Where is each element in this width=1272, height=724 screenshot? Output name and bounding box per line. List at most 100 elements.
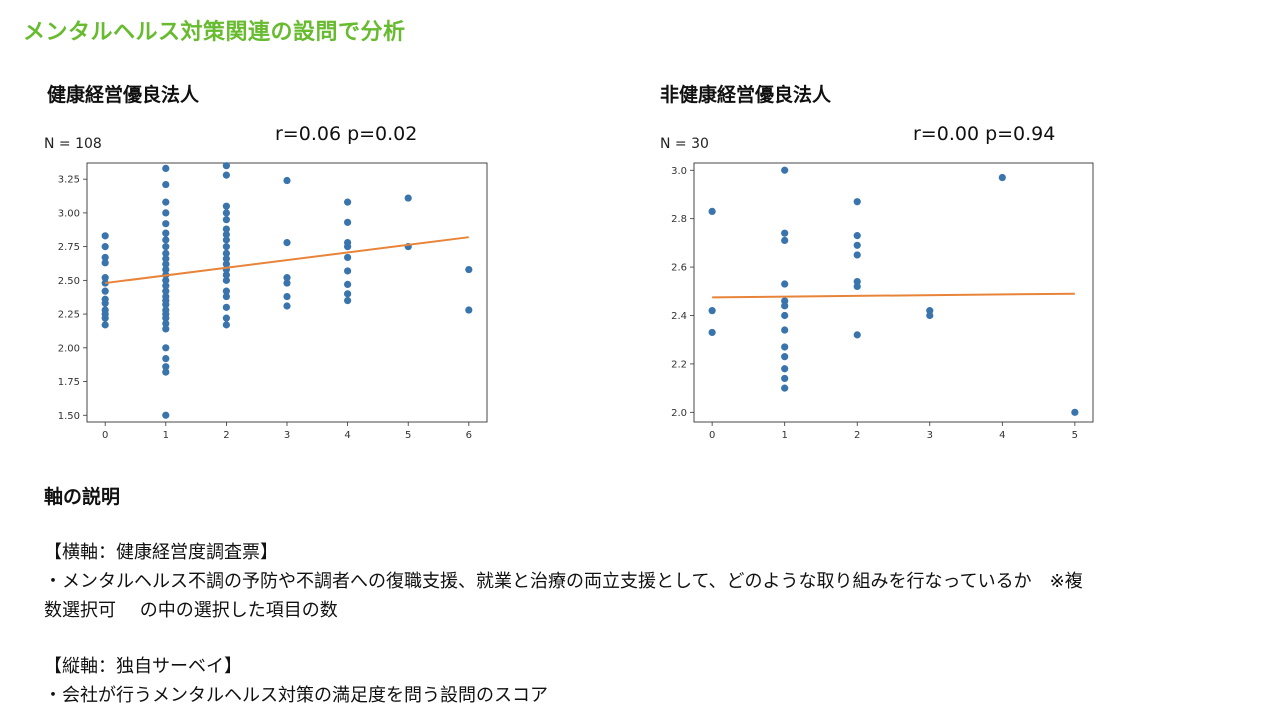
scatter-point [101,232,109,240]
scatter-point [853,198,861,206]
scatter-point [344,267,352,275]
plot-frame [693,162,1094,423]
scatter-point [1071,408,1079,416]
scatter-point [222,209,230,217]
scatter-point [222,236,230,244]
y-tick-label: 3.00 [58,208,80,219]
chart-title-non-certified: 非健康経営優良法人 [660,84,832,106]
scatter-point [853,331,861,339]
axis-explanation-heading: 軸の説明 [44,486,121,508]
scatter-point [162,354,170,363]
scatter-point [708,207,716,216]
scatter-point [222,171,230,179]
scatter-point [162,249,170,257]
scatter-point [781,280,789,288]
scatter-point [708,328,716,337]
regression-line [712,292,1075,299]
x-tick-label: 3 [284,430,290,441]
scatter-point [781,374,789,383]
scatter-point [162,319,170,328]
scatter-point [344,243,352,251]
scatter-point [781,236,789,245]
y-axis-description: ・会社が行うメンタルヘルス対策の満足度を問う設問のスコア [44,685,548,706]
scatter-point [781,343,789,351]
y-tick-label: 1.50 [58,411,80,422]
scatter-point [781,365,789,373]
scatter-point [162,236,170,244]
scatter-point [162,282,170,290]
scatter-point [344,198,352,206]
scatter-point [344,280,352,289]
scatter-point [781,353,789,361]
scatter-point [344,290,352,298]
x-tick-label: 2 [223,430,229,441]
y-tick-label: 3.0 [671,166,687,177]
scatter-point [162,325,170,333]
x-axis-description-line1: ・メンタルヘルス不調の予防や不調者への復職支援、就業と治療の両立支援として、どの… [44,571,1083,592]
scatter-point [162,301,170,309]
scatter-point [222,314,230,322]
x-tick-label: 1 [781,430,787,441]
scatter-point [101,287,109,295]
scatter-point [222,287,230,295]
x-tick-label: 1 [163,430,169,441]
scatter-point [162,276,170,284]
scatter-point [465,265,473,274]
x-tick-label: 0 [709,430,715,441]
scatter-point [101,243,109,251]
y-tick-label: 2.00 [58,343,80,354]
sample-size-non-certified: N = 30 [660,136,709,152]
scatter-point [222,321,230,329]
scatter-point [222,243,230,251]
x-axis-title: 【横軸：健康経営度調査票】 [44,542,278,563]
scatter-point [162,368,170,376]
y-tick-label: 1.75 [58,377,80,388]
scatter-point [781,311,789,320]
scatter-point [283,302,291,310]
x-tick-label: 0 [102,430,108,441]
scatter-point [162,198,170,206]
y-tick-label: 2.25 [58,310,80,321]
scatter-point [222,162,230,170]
y-tick-label: 2.4 [671,311,687,322]
y-tick-label: 2.50 [58,276,80,287]
scatter-point [222,292,230,301]
scatter-point [222,216,230,224]
scatter-point [283,292,291,301]
scatter-point [101,253,109,262]
correlation-stats-certified: r=0.06 p=0.02 [275,123,418,145]
scatter-point [853,282,861,291]
scatter-point [162,255,170,263]
correlation-stats-non-certified: r=0.00 p=0.94 [913,123,1056,145]
scatter-point [162,287,170,295]
scatter-point [222,260,230,268]
y-tick-label: 2.75 [58,242,80,253]
y-tick-label: 2.6 [671,263,687,274]
scatter-point [222,230,230,239]
scatter-point [283,274,291,282]
scatter-point [222,276,230,284]
scatter-point [404,194,412,202]
scatter-point [283,238,291,247]
scatter-point [222,303,230,311]
x-tick-label: 5 [1072,430,1078,441]
x-tick-label: 5 [405,430,411,441]
slide-title: メンタルヘルス対策関連の設問で分析 [23,20,406,45]
scatter-point [222,255,230,263]
scatter-point [926,311,934,320]
scatter-point [162,344,170,352]
scatter-point [283,279,291,287]
sample-size-certified: N = 108 [44,136,102,152]
scatter-point [283,176,291,185]
y-tick-label: 2.0 [671,408,687,419]
scatter-point [101,314,109,322]
scatter-point [344,218,352,226]
scatter-point [162,180,170,189]
y-tick-label: 2.8 [671,214,687,225]
scatter-point [781,302,789,310]
scatter-point [162,209,170,217]
scatter-point [162,314,170,322]
scatter-point [344,253,352,262]
